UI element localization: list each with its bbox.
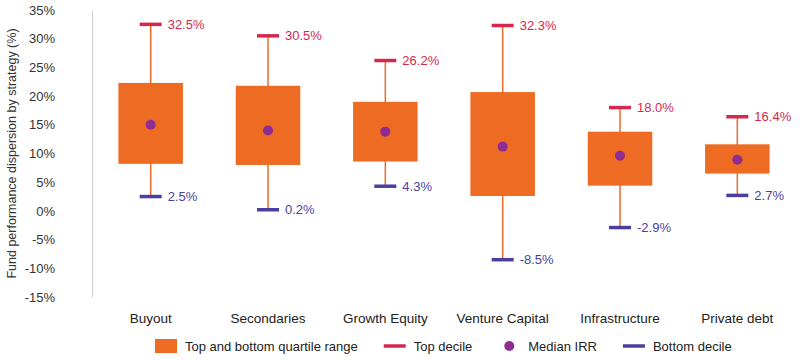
data-label: -2.9% <box>637 220 671 235</box>
data-label: 30.5% <box>285 28 322 43</box>
y-tick: 20% <box>29 89 92 104</box>
x-tick: Venture Capital <box>457 297 549 326</box>
data-labels: 32.5% 30.5% 26.2% 32.3% 18.0% 16.4% 2.5% 0.2% 4.… <box>168 17 792 267</box>
y-tick-label: 0% <box>36 204 55 219</box>
data-label: 2.5% <box>168 189 198 204</box>
x-axis: Buyout Secondaries Growth Equity Venture Ca… <box>130 297 774 326</box>
data-label: 18.0% <box>637 100 674 115</box>
x-tick: Buyout <box>130 297 172 326</box>
legend: Top and bottom quartile range Top decile M… <box>155 339 732 354</box>
marks <box>118 24 769 259</box>
data-label: 26.2% <box>402 53 439 68</box>
y-tick-label: 30% <box>29 31 55 46</box>
x-tick: Private debt <box>701 297 773 326</box>
y-axis: -15% -10% -5% 0% 5% 10% 15% 20% 25% 30% 35% <box>25 3 93 305</box>
data-label: 2.7% <box>754 188 784 203</box>
legend-item: Bottom decile <box>623 339 732 354</box>
median-point <box>380 127 390 137</box>
x-tick-label: Growth Equity <box>343 311 428 326</box>
legend-swatch <box>384 344 406 348</box>
y-tick-label: 35% <box>29 3 55 18</box>
decile-cap <box>140 195 162 199</box>
chart-container: -15% -10% -5% 0% 5% 10% 15% 20% 25% 30% 35% Fund pe… <box>0 0 800 360</box>
legend-label: Median IRR <box>528 339 597 354</box>
x-tick-label: Venture Capital <box>457 311 549 326</box>
decile-cap <box>492 24 514 28</box>
median-point <box>732 155 742 165</box>
decile-cap <box>726 194 748 198</box>
y-tick: 30% <box>29 31 92 46</box>
legend-label: Top decile <box>414 339 473 354</box>
y-axis-title: Fund performance dispersion by strategy … <box>5 28 19 278</box>
y-tick: 25% <box>29 60 92 75</box>
decile-cap <box>609 106 631 110</box>
y-tick-label: 10% <box>29 146 55 161</box>
y-tick: 10% <box>29 146 92 161</box>
x-tick-label: Infrastructure <box>580 311 660 326</box>
y-tick-label: 15% <box>29 117 55 132</box>
y-tick: 15% <box>29 117 92 132</box>
median-point <box>146 120 156 130</box>
legend-swatch <box>504 341 514 351</box>
decile-cap <box>374 184 396 188</box>
decile-cap <box>140 23 162 27</box>
decile-cap <box>492 258 514 262</box>
legend-swatch <box>623 344 645 348</box>
data-label: 4.3% <box>402 179 432 194</box>
data-label: -8.5% <box>520 252 554 267</box>
y-tick: -5% <box>32 232 92 247</box>
y-tick: 35% <box>29 3 92 18</box>
x-tick: Infrastructure <box>580 297 660 326</box>
y-tick: 0% <box>36 204 92 219</box>
quartile-box <box>118 83 183 164</box>
y-tick-label: -10% <box>25 261 56 276</box>
y-tick: -15% <box>25 290 92 305</box>
legend-item: Top and bottom quartile range <box>155 339 358 354</box>
decile-cap <box>374 59 396 63</box>
data-label: 16.4% <box>754 109 791 124</box>
legend-item: Median IRR <box>504 339 597 354</box>
y-axis-line <box>92 11 93 298</box>
quartile-box <box>705 144 770 173</box>
y-tick-label: -5% <box>32 232 56 247</box>
decile-cap <box>726 115 748 119</box>
quartile-box <box>353 102 418 162</box>
legend-label: Bottom decile <box>653 339 732 354</box>
median-point <box>498 142 508 152</box>
chart: -15% -10% -5% 0% 5% 10% 15% 20% 25% 30% 35% Fund pe… <box>0 0 800 360</box>
median-point <box>263 126 273 136</box>
y-tick: 5% <box>36 175 92 190</box>
x-tick: Secondaries <box>230 297 305 326</box>
decile-cap <box>257 208 279 212</box>
legend-label: Top and bottom quartile range <box>185 339 358 354</box>
data-label: 32.5% <box>168 17 205 32</box>
y-tick-label: 20% <box>29 89 55 104</box>
x-tick-label: Buyout <box>130 311 172 326</box>
median-point <box>615 151 625 161</box>
x-tick-label: Secondaries <box>230 311 305 326</box>
legend-swatch <box>155 339 177 353</box>
decile-cap <box>257 34 279 38</box>
y-tick-label: -15% <box>25 290 56 305</box>
y-tick-label: 5% <box>36 175 55 190</box>
quartile-box <box>470 92 535 196</box>
data-label: 0.2% <box>285 202 315 217</box>
quartile-box <box>588 132 653 186</box>
legend-item: Top decile <box>384 339 473 354</box>
x-tick-label: Private debt <box>701 311 773 326</box>
quartile-box <box>236 86 301 165</box>
y-tick: -10% <box>25 261 92 276</box>
data-label: 32.3% <box>520 18 557 33</box>
y-tick-label: 25% <box>29 60 55 75</box>
decile-cap <box>609 226 631 230</box>
x-tick: Growth Equity <box>343 297 428 326</box>
